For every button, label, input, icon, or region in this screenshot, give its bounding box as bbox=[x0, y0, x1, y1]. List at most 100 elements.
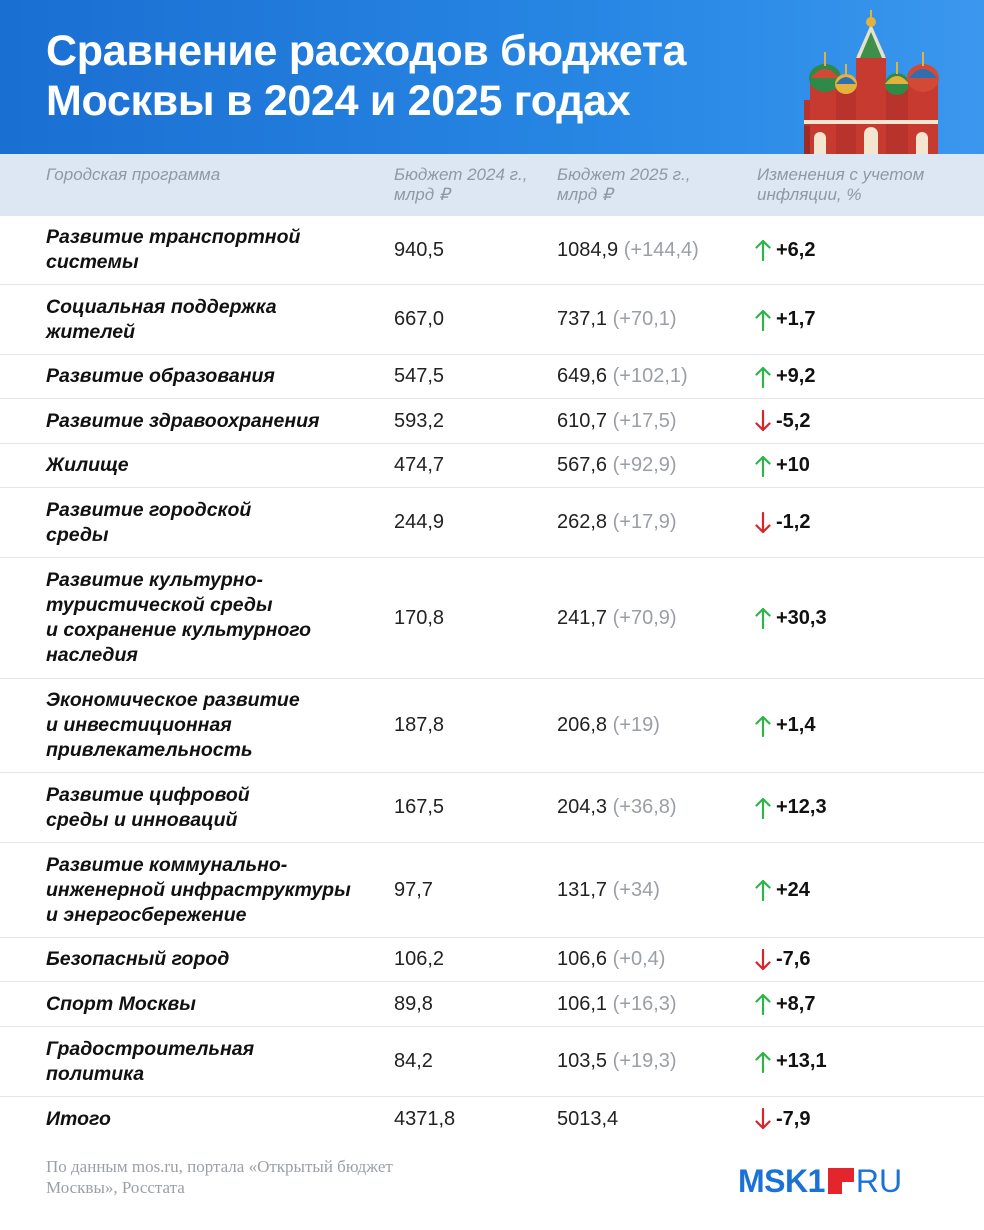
table-row: Спорт Москвы 89,8 106,1 (+16,3) +8,7 bbox=[0, 982, 984, 1027]
budget-2025-value: 106,6 (+0,4) bbox=[557, 938, 665, 981]
msk1-logo: MSK1 RU bbox=[738, 1162, 942, 1199]
header-banner: Сравнение расходов бюджета Москвы в 2024… bbox=[0, 0, 984, 154]
budget-2025-amount: 610,7 bbox=[557, 409, 608, 432]
table-row: Развитие городской среды 244,9 262,8 (+17,9… bbox=[0, 488, 984, 558]
budget-increase: (+16,3) bbox=[607, 992, 677, 1015]
arrow-down-icon bbox=[755, 1107, 771, 1130]
budget-2025-value: 649,6 (+102,1) bbox=[557, 355, 688, 398]
program-name: Развитие транспортной системы bbox=[46, 226, 301, 273]
budget-increase: (+17,9) bbox=[607, 511, 677, 533]
budget-2025-amount: 204,3 bbox=[557, 796, 608, 818]
table-row: Развитие цифровой среды и инноваций 167,5 2… bbox=[0, 773, 984, 843]
budget-increase: (+144,4) bbox=[618, 238, 699, 261]
program-name: Итого bbox=[46, 1107, 111, 1130]
change-value: -7,9 bbox=[754, 1097, 810, 1141]
arrow-up-icon bbox=[755, 239, 771, 262]
change-value: +30,3 bbox=[754, 558, 827, 678]
change-value: +9,2 bbox=[754, 355, 815, 398]
program-name: Развитие образования bbox=[46, 365, 275, 387]
arrow-up-icon bbox=[755, 797, 771, 819]
budget-2025-amount: 649,6 bbox=[557, 365, 608, 387]
budget-2025-value: 262,8 (+17,9) bbox=[557, 488, 677, 557]
table-row: Развитие коммунально-инженерной инфрастр… bbox=[0, 843, 984, 938]
arrow-up-icon bbox=[755, 1051, 771, 1073]
arrow-down-icon bbox=[755, 511, 771, 533]
budget-increase: (+19,3) bbox=[607, 1050, 677, 1072]
column-header-budget-2024: Бюджет 2024 г., млрд ₽ bbox=[394, 165, 528, 204]
program-name: Развитие городской среды bbox=[46, 498, 252, 546]
program-name: Развитие здравоохранения bbox=[46, 409, 320, 432]
logo-ru: RU bbox=[855, 1162, 903, 1199]
change-value: +12,3 bbox=[754, 773, 827, 842]
change-percent: +24 bbox=[776, 878, 810, 901]
arrow-up-icon bbox=[755, 993, 771, 1016]
change-percent: +30,3 bbox=[776, 606, 827, 629]
source-note: По данным mos.ru, портала «Открытый бюдж… bbox=[46, 1157, 393, 1197]
budget-2025-value: 204,3 (+36,8) bbox=[557, 773, 677, 842]
arrow-up-icon bbox=[755, 715, 771, 737]
change-value: -5,2 bbox=[754, 399, 810, 443]
change-value: +10 bbox=[754, 444, 810, 487]
arrow-up-icon bbox=[755, 309, 771, 331]
change-percent: +1,4 bbox=[776, 714, 816, 736]
arrow-up-icon bbox=[755, 455, 771, 477]
change-value: +24 bbox=[754, 843, 810, 937]
program-name: Спорт Москвы bbox=[46, 992, 196, 1015]
kremlin-illustration bbox=[804, 10, 939, 154]
change-percent: +6,2 bbox=[776, 238, 816, 261]
table-row: Развитие транспортной системы 940,5 1084,9 … bbox=[0, 216, 984, 285]
budget-2025-amount: 262,8 bbox=[557, 511, 608, 533]
budget-2024-value: 474,7 bbox=[394, 454, 445, 476]
budget-increase: (+70,9) bbox=[607, 606, 677, 629]
budget-2025-amount: 5013,4 bbox=[557, 1107, 619, 1130]
change-percent: -7,9 bbox=[776, 1107, 811, 1130]
budget-2025-amount: 106,1 bbox=[557, 992, 608, 1015]
column-header-change: Изменения с учетом инфляции, % bbox=[757, 165, 925, 204]
arrow-up-icon bbox=[755, 879, 771, 902]
budget-2024-value: 97,7 bbox=[394, 878, 433, 901]
arrow-up-icon bbox=[755, 607, 771, 630]
budget-2025-value: 1084,9 (+144,4) bbox=[557, 216, 699, 284]
budget-2025-amount: 106,6 bbox=[557, 948, 608, 970]
arrow-down-icon bbox=[755, 409, 771, 432]
change-percent: +13,1 bbox=[776, 1050, 827, 1072]
arrow-down-icon bbox=[755, 948, 771, 970]
budget-increase: (+70,1) bbox=[607, 308, 677, 330]
budget-2025-amount: 241,7 bbox=[557, 606, 608, 629]
budget-2025-value: 106,1 (+16,3) bbox=[557, 982, 677, 1026]
change-percent: -1,2 bbox=[776, 511, 811, 533]
budget-increase: (+17,5) bbox=[607, 409, 677, 432]
page-title: Сравнение расходов бюджета Москвы в 2024… bbox=[46, 27, 687, 125]
budget-2024-value: 244,9 bbox=[394, 511, 445, 533]
arrow-up-icon bbox=[755, 366, 771, 388]
table-row: Экономическое развитие и инвестиционная пр… bbox=[0, 679, 984, 773]
column-header-program: Городская программа bbox=[46, 165, 221, 184]
change-percent: +1,7 bbox=[776, 308, 816, 330]
table-row: Безопасный город 106,2 106,6 (+0,4) -7,6 bbox=[0, 938, 984, 982]
budget-2024-value: 170,8 bbox=[394, 606, 445, 629]
budget-2025-value: 567,6 (+92,9) bbox=[557, 444, 677, 487]
change-percent: -7,6 bbox=[776, 948, 811, 970]
budget-increase: (+0,4) bbox=[607, 948, 666, 970]
budget-increase: (+34) bbox=[607, 878, 660, 901]
budget-increase: (+36,8) bbox=[607, 796, 677, 818]
table-row: Социальная поддержка жителей 667,0 737,1 (+… bbox=[0, 285, 984, 355]
change-value: +13,1 bbox=[754, 1027, 827, 1096]
budget-increase: (+92,9) bbox=[607, 454, 677, 476]
budget-2024-value: 89,8 bbox=[394, 992, 433, 1015]
table-header: Городская программа Бюджет 2024 г., млрд… bbox=[0, 154, 984, 216]
budget-2025-amount: 103,5 bbox=[557, 1050, 608, 1072]
budget-2025-value: 5013,4 bbox=[557, 1097, 618, 1141]
change-percent: +9,2 bbox=[776, 365, 816, 387]
program-name: Развитие культурно-туристической среды и … bbox=[46, 569, 312, 666]
budget-2024-value: 547,5 bbox=[394, 365, 445, 387]
program-name: Экономическое развитие и инвестиционная пр… bbox=[46, 689, 300, 761]
budget-2024-value: 667,0 bbox=[394, 308, 445, 330]
budget-2024-value: 593,2 bbox=[394, 409, 445, 432]
table-row: Развитие образования 547,5 649,6 (+102,1) +… bbox=[0, 355, 984, 399]
budget-2025-amount: 1084,9 bbox=[557, 238, 619, 261]
change-percent: +10 bbox=[776, 454, 810, 476]
change-value: -7,6 bbox=[754, 938, 810, 981]
table-row: Развитие здравоохранения 593,2 610,7 (+17,… bbox=[0, 399, 984, 444]
budget-2024-value: 84,2 bbox=[394, 1050, 433, 1072]
